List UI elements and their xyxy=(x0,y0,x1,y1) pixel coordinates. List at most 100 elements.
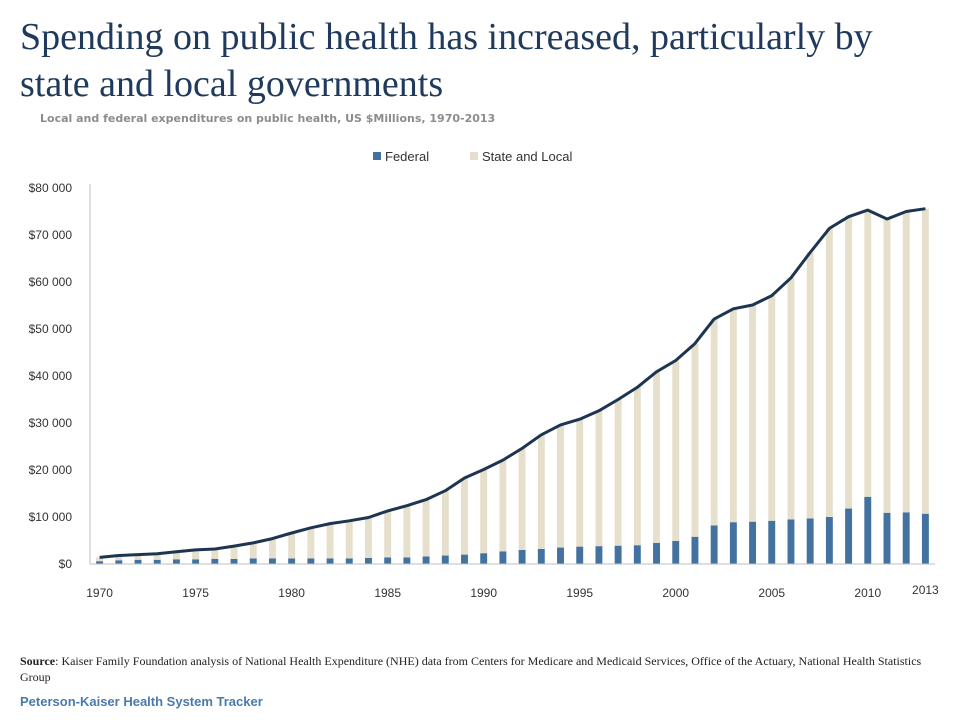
bar-federal xyxy=(537,548,545,564)
bar-state-local xyxy=(537,434,545,549)
bar-federal xyxy=(96,561,104,564)
page-title: Spending on public health has increased,… xyxy=(20,16,873,105)
legend-label: State and Local xyxy=(482,149,572,164)
bar-federal xyxy=(480,553,488,564)
y-tick-label: $20 000 xyxy=(29,463,73,477)
bar-state-local xyxy=(134,554,142,560)
y-tick-label: $40 000 xyxy=(29,369,73,383)
bar-state-local xyxy=(921,208,929,514)
x-tick-label: 1995 xyxy=(566,586,593,600)
bar-state-local xyxy=(365,517,372,558)
y-tick-label: $0 xyxy=(59,557,73,571)
bar-federal xyxy=(288,558,296,564)
bar-state-local xyxy=(864,210,872,497)
chart-subtitle: Local and federal expenditures on public… xyxy=(40,112,496,125)
source-note: Source: Kaiser Family Foundation analysi… xyxy=(20,653,930,685)
bar-federal xyxy=(691,536,699,564)
x-tick-label: 1985 xyxy=(374,586,401,600)
bar-federal xyxy=(365,557,372,564)
y-tick-label: $50 000 xyxy=(29,322,73,336)
bar-state-local xyxy=(691,343,699,537)
bar-state-local xyxy=(845,216,853,509)
bar-federal xyxy=(115,560,123,564)
total-line xyxy=(99,207,926,559)
bar-state-local xyxy=(806,252,814,519)
bar-federal xyxy=(729,522,737,564)
bar-state-local xyxy=(345,520,353,559)
bar-state-local xyxy=(768,295,776,521)
bar-federal xyxy=(384,557,392,564)
bar-state-local xyxy=(268,538,276,559)
bar-state-local xyxy=(576,419,584,547)
bar-federal xyxy=(268,558,276,564)
bar-state-local xyxy=(326,523,334,559)
y-tick-label: $70 000 xyxy=(29,228,73,242)
bar-state-local xyxy=(192,549,200,560)
bar-federal xyxy=(326,558,334,564)
bar-state-local xyxy=(422,499,430,557)
bar-federal xyxy=(595,546,603,564)
bar-federal xyxy=(422,556,430,564)
bar-federal xyxy=(653,542,660,564)
y-tick-label: $30 000 xyxy=(29,416,73,430)
bar-state-local xyxy=(153,553,161,560)
bar-federal xyxy=(557,547,564,564)
bar-state-local xyxy=(96,557,104,562)
y-tick-label: $10 000 xyxy=(29,510,73,524)
chart: Federal State and Local $0 $10 000 $20 000 $3… xyxy=(29,149,939,600)
bar-state-local xyxy=(614,399,622,546)
bar-federal xyxy=(902,512,910,564)
x-tick-label: 2000 xyxy=(662,586,689,600)
bar-state-local xyxy=(633,387,641,546)
bar-federal xyxy=(403,557,411,564)
bar-federal xyxy=(172,559,180,564)
bar-state-local xyxy=(883,219,891,513)
bar-federal xyxy=(672,540,680,564)
bar-federal xyxy=(921,513,929,564)
bar-federal xyxy=(153,559,161,564)
bar-federal xyxy=(864,496,872,564)
bar-state-local xyxy=(672,360,680,541)
bar-federal xyxy=(768,520,776,564)
bar-state-local xyxy=(749,305,757,522)
bar-federal xyxy=(192,559,200,564)
bar-state-local xyxy=(441,490,449,556)
bar-federal xyxy=(749,521,757,564)
bar-state-local xyxy=(249,542,257,559)
y-tick-label: $60 000 xyxy=(29,275,73,289)
bar-state-local xyxy=(557,424,564,548)
bar-state-local xyxy=(902,211,910,513)
bar-state-local xyxy=(710,319,718,526)
bar-state-local xyxy=(211,548,219,559)
bar-federal xyxy=(710,525,718,564)
bar-state-local xyxy=(499,460,507,552)
bar-state-local xyxy=(307,527,315,559)
x-tick-label: 2005 xyxy=(758,586,785,600)
bar-federal xyxy=(825,517,833,564)
x-tick-label: 1970 xyxy=(86,586,113,600)
x-tick-label: 1975 xyxy=(182,586,209,600)
bar-state-local xyxy=(787,277,795,520)
bar-federal xyxy=(614,545,622,564)
bar-federal xyxy=(499,551,507,564)
bar-federal xyxy=(249,558,257,564)
bar-federal xyxy=(633,545,641,564)
bar-federal xyxy=(845,508,853,564)
x-tick-label: 2010 xyxy=(854,586,881,600)
bar-federal xyxy=(461,554,468,564)
bar-state-local xyxy=(518,448,526,550)
x-tick-label: 1990 xyxy=(470,586,497,600)
bar-state-local xyxy=(825,228,833,518)
brand-label: Peterson-Kaiser Health System Tracker xyxy=(20,694,263,709)
bar-state-local xyxy=(230,546,238,559)
x-tick-label: 1980 xyxy=(278,586,305,600)
bar-state-local xyxy=(115,555,123,561)
bar-federal xyxy=(518,549,526,564)
bar-state-local xyxy=(172,551,180,560)
legend-label: Federal xyxy=(385,149,429,164)
bar-state-local xyxy=(461,477,468,555)
bar-federal xyxy=(883,512,891,564)
bar-state-local xyxy=(403,505,411,558)
bar-federal xyxy=(345,558,353,564)
bar-state-local xyxy=(480,469,488,554)
